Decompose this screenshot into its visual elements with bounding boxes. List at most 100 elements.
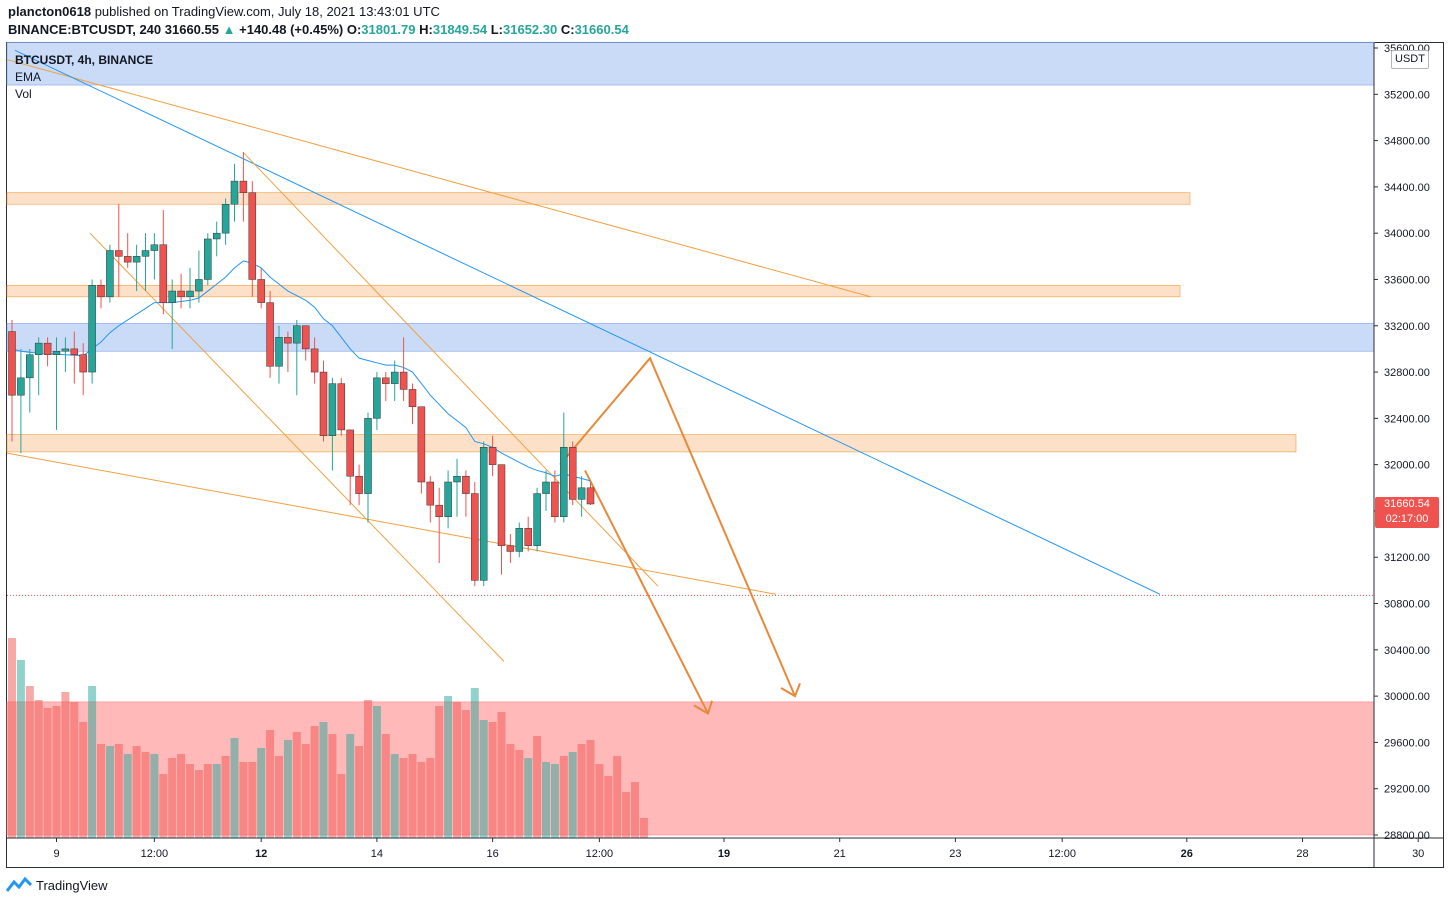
candle-body <box>186 290 194 298</box>
candle-body <box>515 528 524 552</box>
volume-bar <box>34 700 43 838</box>
volume-bar <box>479 720 488 838</box>
volume-bar <box>604 776 613 838</box>
volume-bar <box>506 744 515 838</box>
orange-trendline-bottom <box>6 452 777 595</box>
candle-body <box>301 325 310 350</box>
author-name[interactable]: plancton0618 <box>8 4 92 19</box>
support-zone-orange <box>6 434 1297 453</box>
volume-bar <box>43 708 52 838</box>
candle-body <box>479 447 488 581</box>
volume-bar <box>435 706 444 838</box>
time-tick-label: 30 <box>1412 848 1424 860</box>
volume-bar <box>105 746 114 838</box>
candle-body <box>177 290 185 298</box>
orange-channel-line-1 <box>89 232 505 662</box>
time-tick-label: 9 <box>53 848 59 860</box>
footer[interactable]: TradingView <box>6 876 108 894</box>
volume-bar <box>470 688 479 838</box>
candle-body <box>97 285 105 298</box>
legend-vol[interactable]: Vol <box>15 87 32 101</box>
volume-bar <box>346 734 355 838</box>
candle-body <box>132 256 141 263</box>
volume-bar <box>114 744 123 838</box>
last-price: 31660.55 <box>164 22 219 37</box>
candle-body <box>106 250 114 298</box>
candle-body <box>266 302 274 367</box>
volume-bar <box>159 774 168 838</box>
orange-channel-line-2 <box>242 151 659 587</box>
volume-bar <box>150 754 159 838</box>
candle-body <box>337 383 346 431</box>
zones <box>6 41 1375 836</box>
close-value: 31660.54 <box>574 22 629 37</box>
price-tick-label: 32000.00 <box>1384 460 1430 472</box>
volume-bar <box>168 758 177 838</box>
close-label: C: <box>560 22 575 37</box>
arrow-head-2 <box>693 700 713 715</box>
candle-body <box>506 545 515 552</box>
time-tick-label: 14 <box>371 848 383 860</box>
candle-body <box>26 354 34 379</box>
candle-body <box>390 371 399 384</box>
volume-bar <box>631 782 639 838</box>
symbol-interval: BINANCE:BTCUSDT, 240 <box>8 22 162 37</box>
candle-body <box>88 285 96 373</box>
candle-body <box>17 377 25 396</box>
candle-body <box>542 481 550 494</box>
volume-bar <box>533 736 542 838</box>
candle-body <box>319 371 328 436</box>
time-tick-label: 12:00 <box>1048 848 1076 860</box>
price-tick-label: 29200.00 <box>1384 784 1430 796</box>
price-tick-label: 32400.00 <box>1384 413 1430 425</box>
candle-body <box>8 331 16 396</box>
price-tick-label: 35200.00 <box>1384 89 1430 101</box>
price-tick-label: 31200.00 <box>1384 552 1430 564</box>
volume-bar <box>417 762 426 838</box>
axes: 35600.0035200.0034800.0034400.0034000.00… <box>7 43 1444 868</box>
candle-body <box>444 481 452 517</box>
volume-bar <box>25 686 34 838</box>
blue-trendline <box>14 49 1161 595</box>
volume-bar <box>639 818 648 838</box>
legend-ema[interactable]: EMA <box>15 70 42 84</box>
volume-bar <box>123 754 132 838</box>
volume-bar <box>568 752 577 838</box>
candle-body <box>43 342 52 355</box>
volume-bar <box>613 756 622 838</box>
volume-bar <box>212 764 221 838</box>
candle-body <box>230 180 239 205</box>
candle-body <box>417 406 426 483</box>
volume-bar <box>497 712 506 838</box>
trendlines <box>6 49 1161 715</box>
low-value: 31652.30 <box>503 22 558 37</box>
currency-badge[interactable]: USDT <box>1391 50 1429 69</box>
candle-body <box>373 377 381 419</box>
volume-bar <box>257 748 266 838</box>
high-value: 31849.54 <box>432 22 488 37</box>
volume-bar <box>275 756 283 838</box>
last-price-tag: 31660.54 02:17:00 <box>1375 497 1439 528</box>
publish-info: plancton0618 published on TradingView.co… <box>8 4 440 19</box>
candle-body <box>551 481 559 517</box>
resistance-zone-orange-1 <box>6 192 1191 205</box>
candle-body <box>328 383 337 436</box>
volume-bar <box>230 738 239 838</box>
legend-symbol[interactable]: BTCUSDT, 4h, BINANCE <box>15 53 154 67</box>
time-tick-label: 16 <box>486 848 498 860</box>
tradingview-logo-icon <box>6 876 32 892</box>
volume-bar <box>88 686 97 838</box>
candle-body <box>248 192 257 280</box>
volume-bar <box>283 740 292 838</box>
candle-body <box>462 475 470 494</box>
price-tag-value: 31660.54 <box>1384 498 1430 510</box>
volume-bar <box>426 758 435 838</box>
volume-bar <box>337 774 346 838</box>
candle-body <box>426 481 435 506</box>
candle-body <box>524 528 532 546</box>
candle-body <box>79 354 87 373</box>
volume-bar <box>61 692 70 838</box>
candle-body <box>488 447 497 465</box>
volume-bar <box>221 756 230 838</box>
